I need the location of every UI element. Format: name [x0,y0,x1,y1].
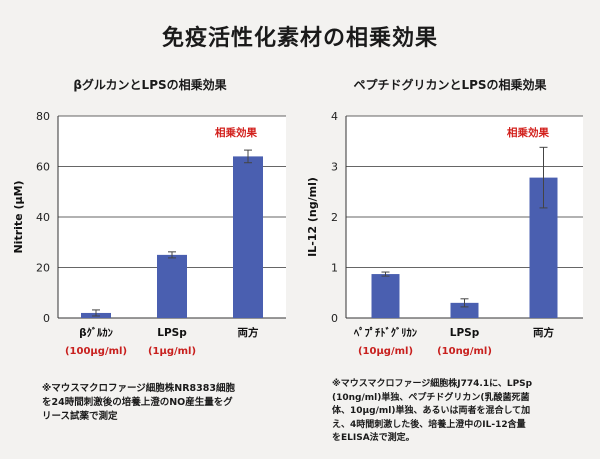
y-tick-label: 20 [36,262,50,275]
y-tick-label: 80 [36,110,50,123]
peptidoglycan-bar-chart: 0 1 2 3 4 IL-12 (ng/ml) ﾍﾟﾌﾟﾁﾄﾞｸﾞﾘｶﾝ (10μg/ml) L… [306,110,583,357]
x-category-label: LPSp [450,327,480,339]
bar [371,274,400,318]
x-category-label: ﾍﾟﾌﾟﾁﾄﾞｸﾞﾘｶﾝ [353,326,417,339]
y-tick-label: 3 [331,161,338,174]
x-category-label: 両方 [238,326,259,339]
chart-title: βグルカンとLPSの相乗効果 [73,78,227,92]
y-tick-label: 4 [331,110,338,123]
y-tick-label: 40 [36,211,50,224]
chart-title: ペプチドグリカンとLPSの相乗効果 [353,78,547,92]
x-category-label: LPSp [157,327,187,339]
bar [157,254,187,318]
chart-footnote: ※マウスマクロファージ細胞株J774.1に、LPSp (10ng/ml)単独、ペ… [332,379,533,443]
x-category-sublabel: (100μg/ml) [65,346,127,357]
chart-panel-beta-glucan: βグルカンとLPSの相乗効果 0 20 40 60 80 Nitrite (μM) βｸﾞﾙ… [12,78,286,422]
x-category-label: 両方 [533,326,554,339]
x-category-sublabel: (10ng/ml) [437,346,492,357]
page-title: 免疫活性化素材の相乗効果 [161,26,438,51]
y-tick-label: 1 [331,262,338,275]
x-category-sublabel: (1μg/ml) [148,346,196,357]
synergy-annotation: 相乗効果 [215,126,257,139]
bar [450,302,479,318]
y-tick-label: 0 [43,312,50,325]
bar [233,156,263,318]
y-axis-label: Nitrite (μM) [12,180,25,253]
x-category-sublabel: (10μg/ml) [358,346,413,357]
y-tick-label: 60 [36,161,50,174]
x-category-label: βｸﾞﾙｶﾝ [79,326,113,339]
y-axis-label: IL-12 (ng/ml) [306,177,319,257]
chart-panel-peptidoglycan: ペプチドグリカンとLPSの相乗効果 0 1 2 3 4 IL-12 (ng/ml) ﾍﾟﾌﾟ… [300,0,600,459]
chart-footnote: ※マウスマクロファージ細胞株NR8383細胞 を24時間刺激後の培養上澄のNO産… [42,383,235,422]
beta-glucan-bar-chart: 0 20 40 60 80 Nitrite (μM) βｸﾞﾙｶﾝ (100μg/ml) LPS… [12,110,286,357]
y-tick-label: 2 [331,211,338,224]
y-tick-label: 0 [331,312,338,325]
synergy-annotation: 相乗効果 [507,126,549,139]
